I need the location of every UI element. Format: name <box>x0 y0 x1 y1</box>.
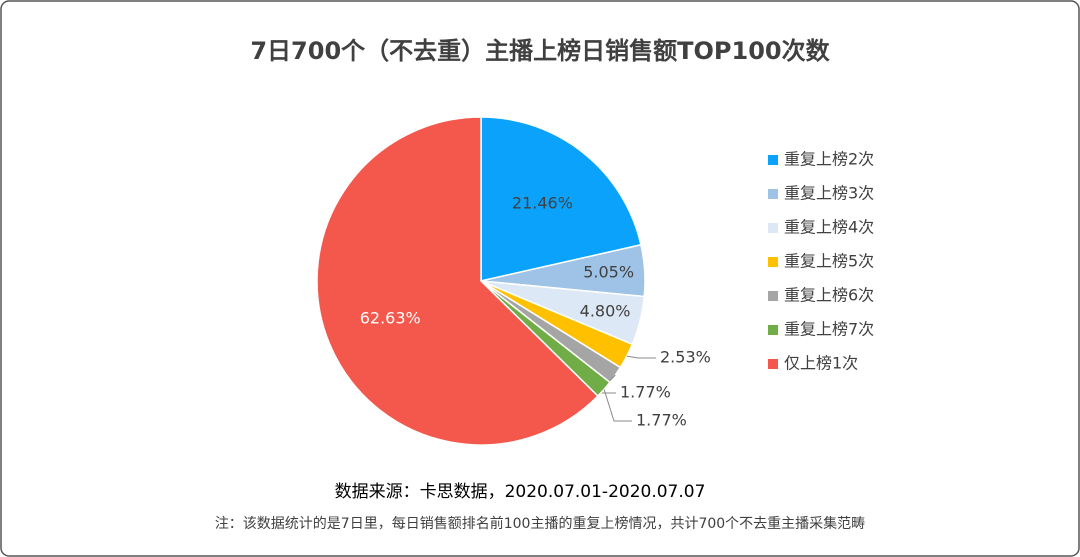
data-label: 21.46% <box>512 194 573 213</box>
legend-label: 重复上榜3次 <box>784 184 874 203</box>
data-label: 1.77% <box>636 411 687 430</box>
source: 数据来源：卡思数据，2020.07.01-2020.07.07 <box>335 482 706 502</box>
legend-swatch <box>768 223 778 233</box>
data-label: 1.77% <box>620 383 671 402</box>
data-label: 4.80% <box>580 302 631 321</box>
legend-label: 重复上榜7次 <box>784 320 874 339</box>
legend-label: 仅上榜1次 <box>784 354 858 373</box>
note: 注：该数据统计的是7日里，每日销售额排名前100主播的重复上榜情况，共计700个… <box>215 515 865 532</box>
legend-swatch <box>768 359 778 369</box>
legend-label: 重复上榜4次 <box>784 218 874 237</box>
pie-slice <box>316 116 599 446</box>
leader-line <box>626 355 656 359</box>
legend-label: 重复上榜2次 <box>784 150 874 169</box>
legend-swatch <box>768 257 778 267</box>
data-label: 2.53% <box>660 348 711 367</box>
legend-label: 重复上榜6次 <box>784 286 874 305</box>
legend-swatch <box>768 189 778 199</box>
legend-swatch <box>768 155 778 165</box>
chart-title: 7日700个（不去重）主播上榜日销售额TOP100次数 <box>250 37 830 65</box>
data-label: 62.63% <box>360 309 421 328</box>
legend-swatch <box>768 325 778 335</box>
legend-label: 重复上榜5次 <box>784 252 874 271</box>
data-label: 5.05% <box>583 262 634 281</box>
pie-slice <box>480 116 642 282</box>
legend-swatch <box>768 291 778 301</box>
leader-line <box>603 389 632 422</box>
